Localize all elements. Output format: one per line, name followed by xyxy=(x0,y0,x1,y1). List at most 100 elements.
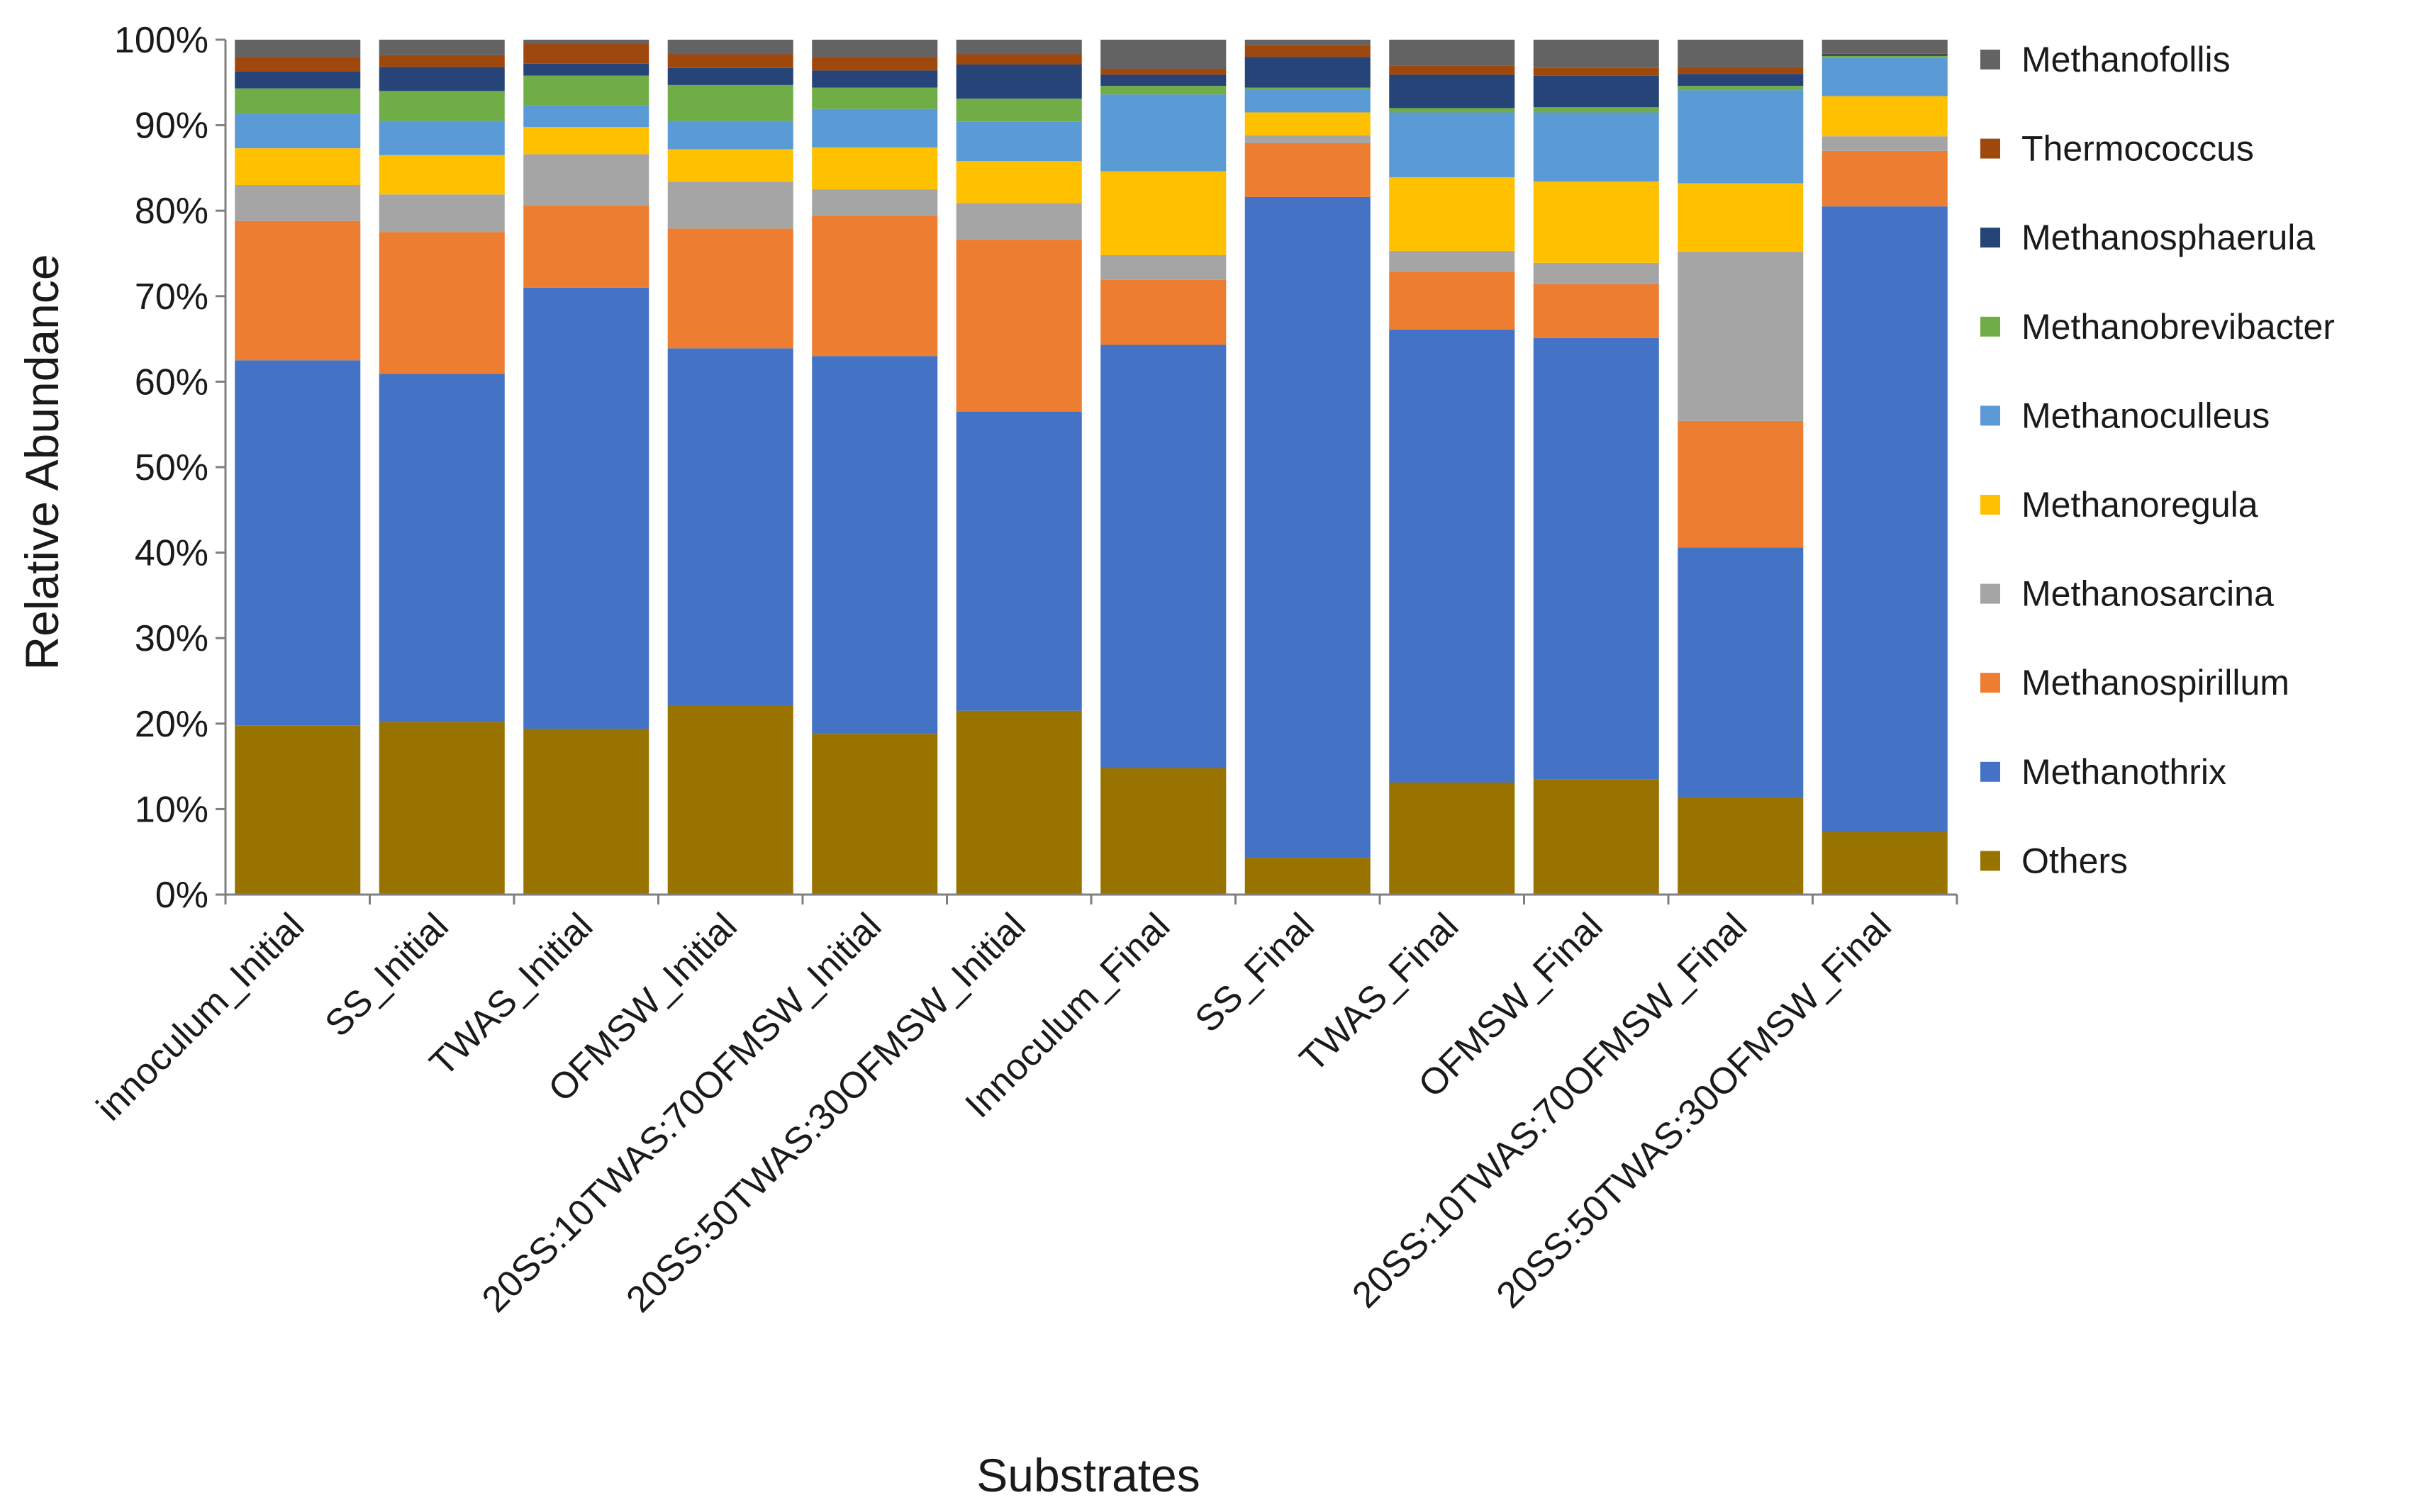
bar-segment xyxy=(235,40,361,57)
plot-area xyxy=(235,40,1948,895)
bar-segment xyxy=(1244,45,1371,57)
bar-segment xyxy=(1822,136,1948,151)
y-tick-label: 10% xyxy=(135,789,208,830)
bar-segment xyxy=(523,127,649,155)
bar-segment xyxy=(956,64,1082,99)
legend-swatch xyxy=(1980,495,2000,515)
x-tick-label: SS_Final xyxy=(1188,905,1322,1040)
bar-segment xyxy=(667,228,793,349)
bar-segment xyxy=(1244,196,1371,858)
legend-label: Methanothrix xyxy=(2021,752,2226,792)
bar-segment xyxy=(812,189,938,216)
legend-label: Methanosphaerula xyxy=(2021,218,2315,257)
bar-group xyxy=(956,40,1082,895)
bar-segment xyxy=(1822,150,1948,207)
y-tick-label: 0% xyxy=(155,875,208,916)
bar-segment xyxy=(235,185,361,221)
bar-group xyxy=(667,40,793,895)
legend-swatch xyxy=(1980,851,2000,871)
bar-segment xyxy=(1678,420,1804,548)
bar-segment xyxy=(1244,89,1371,113)
bar-segment xyxy=(379,155,505,195)
legend-item: Methanoculleus xyxy=(1980,396,2270,435)
bar-segment xyxy=(523,105,649,128)
legend-swatch xyxy=(1980,583,2000,604)
bar-segment xyxy=(1822,55,1948,58)
y-tick-label: 100% xyxy=(114,20,208,61)
bar-segment xyxy=(523,729,649,895)
bar-group xyxy=(1533,40,1659,895)
bar-segment xyxy=(1533,181,1659,263)
bar-segment xyxy=(379,374,505,722)
bar-segment xyxy=(379,91,505,121)
bar-group xyxy=(523,40,649,895)
bar-segment xyxy=(1822,96,1948,137)
y-tick-label: 70% xyxy=(135,276,208,318)
legend-item: Others xyxy=(1980,841,2128,880)
bar-segment xyxy=(1678,74,1804,86)
bar-segment xyxy=(1244,57,1371,88)
y-tick-label: 20% xyxy=(135,704,208,745)
bar-group xyxy=(1822,40,1948,895)
bar-segment xyxy=(235,113,361,149)
bar-segment xyxy=(956,54,1082,65)
bar-segment xyxy=(1533,67,1659,76)
legend-label: Methanosarcina xyxy=(2021,574,2274,614)
bar-segment xyxy=(1100,279,1227,345)
legend-label: Methanoregula xyxy=(2021,485,2258,525)
bar-segment xyxy=(1822,57,1948,96)
legend-label: Methanobrevibacter xyxy=(2021,307,2335,347)
bar-segment xyxy=(1244,40,1371,45)
bar-segment xyxy=(1533,112,1659,182)
bar-segment xyxy=(956,240,1082,412)
bar-segment xyxy=(667,348,793,706)
bar-segment xyxy=(379,194,505,233)
bar-group xyxy=(812,40,938,895)
bar-segment xyxy=(812,734,938,895)
bar-segment xyxy=(1100,94,1227,172)
bar-segment xyxy=(956,121,1082,162)
bar-segment xyxy=(1822,831,1948,895)
bar-segment xyxy=(667,705,793,895)
x-axis: innoculum_Initial SS_InitialTWAS_InitialO… xyxy=(89,893,1958,1321)
bar-group xyxy=(1389,40,1515,895)
bar-segment xyxy=(1678,40,1804,67)
legend-swatch xyxy=(1980,50,2000,69)
bar-segment xyxy=(812,215,938,357)
legend-swatch xyxy=(1980,761,2000,782)
bar-segment xyxy=(1244,142,1371,197)
bar-segment xyxy=(812,108,938,147)
bar-segment xyxy=(812,147,938,190)
bar-segment xyxy=(235,148,361,186)
bar-segment xyxy=(1533,262,1659,284)
bar-segment xyxy=(1533,40,1659,68)
bar-segment xyxy=(812,70,938,88)
legend-swatch xyxy=(1980,405,2000,426)
legend-swatch xyxy=(1980,228,2000,248)
bar-segment xyxy=(812,87,938,109)
bar-segment xyxy=(667,40,793,55)
legend-item: Thermococcus xyxy=(1980,129,2254,169)
bar-segment xyxy=(1389,271,1515,330)
bar-segment xyxy=(379,40,505,55)
bar-group xyxy=(235,40,361,895)
bar-segment xyxy=(1533,284,1659,338)
bar-segment xyxy=(1100,768,1227,895)
x-tick-label: SS_Initial xyxy=(317,905,456,1044)
bar-segment xyxy=(1389,65,1515,75)
bar-segment xyxy=(1389,74,1515,108)
bar-segment xyxy=(1678,67,1804,74)
bar-segment xyxy=(1389,112,1515,178)
bar-segment xyxy=(956,99,1082,122)
bar-segment xyxy=(956,40,1082,55)
bar-segment xyxy=(1244,135,1371,143)
bar-segment xyxy=(956,411,1082,711)
bar-segment xyxy=(1244,87,1371,89)
y-tick-label: 50% xyxy=(135,447,208,488)
bar-segment xyxy=(1533,75,1659,108)
bar-segment xyxy=(1389,108,1515,113)
bar-group xyxy=(1678,40,1804,895)
bar-segment xyxy=(667,121,793,150)
bar-group xyxy=(1244,40,1371,895)
